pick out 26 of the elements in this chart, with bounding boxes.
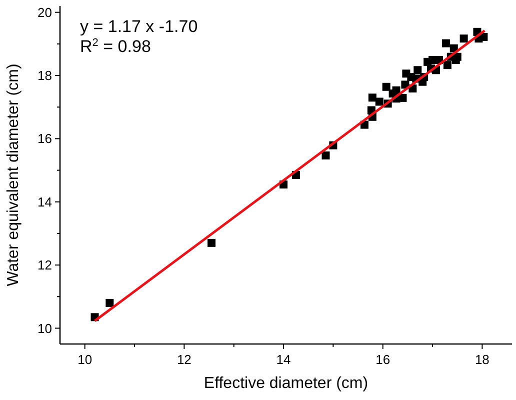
point	[414, 66, 422, 74]
point	[207, 238, 216, 247]
point	[442, 39, 450, 48]
x-tick-label: 14	[276, 352, 291, 367]
x-tick-label: 10	[78, 352, 92, 367]
x-tick-label: 16	[376, 352, 390, 367]
y-tick-label: 20	[38, 4, 52, 20]
point	[443, 61, 452, 70]
annotation: y = 1.17 x -1.70	[80, 17, 198, 36]
y-axis-title: Water equivalent diameter (cm)	[5, 64, 22, 286]
x-axis-title: Effective diameter (cm)	[204, 375, 368, 392]
y-tick-label: 10	[38, 320, 52, 336]
point	[460, 34, 468, 43]
annotation: R$^{2}$ = 0.98	[80, 37, 151, 56]
y-tick-label: 18	[38, 68, 52, 84]
x-tick-label: 12	[176, 352, 192, 367]
point	[375, 98, 384, 106]
point	[322, 151, 330, 160]
point	[368, 94, 376, 102]
x-tick-label: 18	[474, 352, 490, 367]
point	[382, 82, 390, 91]
y-tick-label: 12	[38, 258, 52, 273]
y-tick-label: 16	[38, 131, 52, 146]
point	[106, 298, 114, 307]
y-tick-label: 14	[38, 194, 52, 210]
point	[407, 73, 416, 82]
